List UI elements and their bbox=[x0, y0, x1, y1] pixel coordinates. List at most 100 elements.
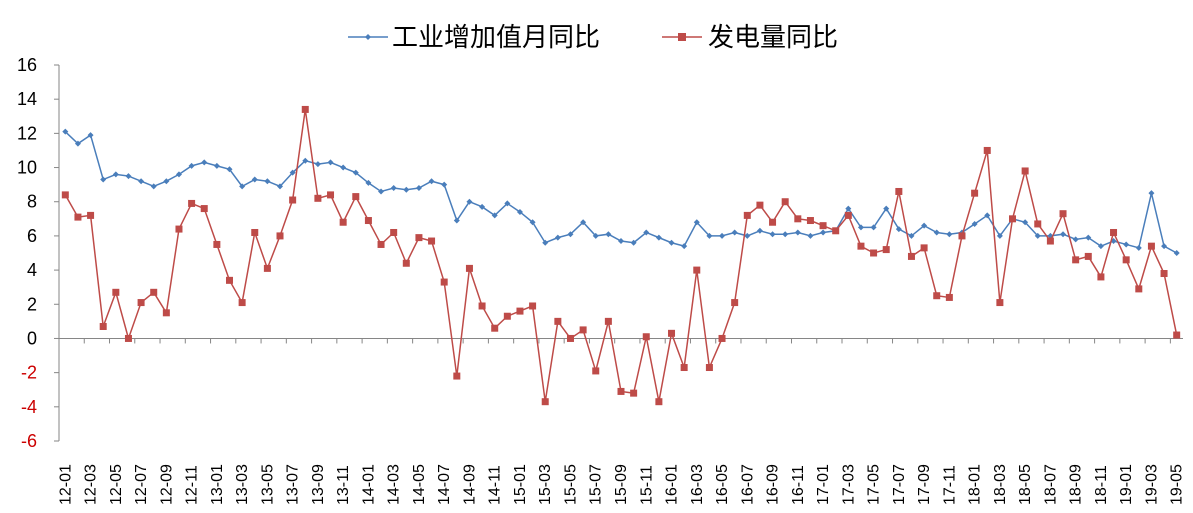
data-point-industrial bbox=[1085, 234, 1092, 241]
data-point-industrial bbox=[668, 239, 675, 246]
data-point-industrial bbox=[630, 239, 637, 246]
x-tick-label: 15-11 bbox=[638, 465, 655, 505]
data-point-power bbox=[1034, 220, 1042, 228]
y-tick-label: 8 bbox=[27, 192, 37, 212]
data-point-industrial bbox=[731, 229, 738, 236]
x-tick-label: 16-01 bbox=[664, 464, 681, 505]
x-tick-label: 17-07 bbox=[891, 464, 908, 505]
x-tick-label: 15-09 bbox=[613, 464, 630, 505]
data-point-industrial bbox=[681, 243, 688, 250]
y-tick-label: 4 bbox=[27, 260, 37, 280]
data-point-industrial bbox=[504, 200, 511, 207]
data-point-power bbox=[668, 329, 676, 337]
data-point-power bbox=[579, 326, 587, 334]
data-point-industrial bbox=[264, 178, 271, 185]
data-point-power bbox=[516, 307, 524, 315]
data-point-industrial bbox=[870, 224, 877, 231]
data-point-power bbox=[137, 299, 145, 307]
data-point-industrial bbox=[340, 164, 347, 171]
data-point-power bbox=[529, 302, 537, 310]
data-point-power bbox=[402, 259, 410, 267]
data-point-industrial bbox=[921, 222, 928, 229]
x-tick-label: 12-11 bbox=[184, 465, 201, 505]
data-point-power bbox=[1122, 256, 1130, 264]
data-point-industrial bbox=[277, 183, 284, 190]
data-point-industrial bbox=[820, 229, 827, 236]
y-tick-label: 6 bbox=[27, 226, 37, 246]
data-point-power bbox=[541, 398, 549, 406]
data-point-industrial bbox=[592, 232, 599, 239]
data-point-industrial bbox=[529, 219, 536, 226]
data-point-industrial bbox=[289, 169, 296, 176]
x-tick-label: 18-07 bbox=[1042, 464, 1059, 505]
x-tick-label: 17-03 bbox=[840, 464, 857, 505]
x-tick-label: 16-11 bbox=[790, 465, 807, 505]
data-point-industrial bbox=[74, 140, 81, 147]
x-tick-label: 15-01 bbox=[512, 464, 529, 505]
x-tick-label: 17-01 bbox=[815, 464, 832, 505]
data-point-industrial bbox=[857, 224, 864, 231]
data-point-industrial bbox=[719, 232, 726, 239]
data-point-power bbox=[478, 302, 486, 310]
data-point-industrial bbox=[415, 185, 422, 192]
legend-item-power[interactable]: 发电量同比 bbox=[662, 23, 838, 53]
x-tick-label: 12-03 bbox=[83, 464, 100, 505]
data-point-industrial bbox=[365, 179, 372, 186]
data-point-power bbox=[61, 191, 69, 199]
data-point-industrial bbox=[618, 238, 624, 245]
data-point-industrial bbox=[138, 178, 145, 185]
data-point-industrial bbox=[933, 229, 940, 236]
data-point-power bbox=[453, 372, 461, 380]
data-point-power bbox=[1135, 285, 1143, 293]
data-point-power bbox=[1072, 256, 1080, 264]
x-tick-label: 18-11 bbox=[1093, 465, 1110, 505]
series-industrial bbox=[62, 128, 1180, 256]
data-point-industrial bbox=[946, 231, 953, 238]
x-tick-label: 12-07 bbox=[133, 464, 150, 505]
x-tick-label: 16-07 bbox=[739, 464, 756, 505]
data-point-power bbox=[756, 201, 764, 209]
data-point-industrial bbox=[201, 159, 208, 166]
legend-item-industrial[interactable]: 工业增加值月同比 bbox=[348, 23, 600, 53]
data-point-industrial bbox=[1022, 219, 1029, 226]
data-point-power bbox=[150, 288, 158, 296]
data-point-power bbox=[99, 322, 107, 330]
data-point-power bbox=[705, 364, 713, 372]
data-point-industrial bbox=[782, 231, 789, 238]
x-tick-label: 17-05 bbox=[866, 464, 883, 505]
x-tick-label: 17-09 bbox=[916, 464, 933, 505]
series-layer bbox=[61, 105, 1181, 406]
data-point-industrial bbox=[1034, 232, 1041, 239]
legend-label-industrial: 工业增加值月同比 bbox=[392, 23, 600, 53]
x-tick-label: 13-03 bbox=[234, 464, 251, 505]
data-point-power bbox=[806, 217, 814, 225]
data-point-power bbox=[390, 228, 398, 236]
x-tick-label: 12-05 bbox=[108, 464, 125, 505]
data-point-power bbox=[617, 387, 625, 395]
y-tick-label: 12 bbox=[17, 123, 37, 143]
data-point-power bbox=[428, 237, 436, 245]
data-point-industrial bbox=[580, 219, 587, 226]
data-point-power bbox=[642, 333, 650, 341]
x-tick-label: 14-11 bbox=[487, 465, 504, 505]
data-point-industrial bbox=[466, 198, 473, 205]
data-point-industrial bbox=[1097, 243, 1104, 250]
data-point-power bbox=[781, 198, 789, 206]
x-tick-label: 14-01 bbox=[360, 464, 377, 505]
data-point-industrial bbox=[251, 176, 258, 183]
data-point-industrial bbox=[996, 232, 1003, 239]
data-point-power bbox=[1046, 237, 1054, 245]
y-tick-label: 2 bbox=[27, 294, 37, 314]
data-point-power bbox=[112, 288, 120, 296]
data-point-industrial bbox=[453, 217, 460, 224]
x-tick-label: 13-09 bbox=[310, 464, 327, 505]
data-point-industrial bbox=[100, 176, 107, 183]
data-point-power bbox=[465, 264, 473, 272]
x-tick-label: 12-09 bbox=[158, 464, 175, 505]
series-line-power bbox=[64, 109, 1178, 402]
y-tick-label: -2 bbox=[21, 363, 37, 383]
y-tick-label: -6 bbox=[21, 431, 37, 451]
data-point-industrial bbox=[554, 234, 561, 241]
data-point-power bbox=[655, 398, 663, 406]
